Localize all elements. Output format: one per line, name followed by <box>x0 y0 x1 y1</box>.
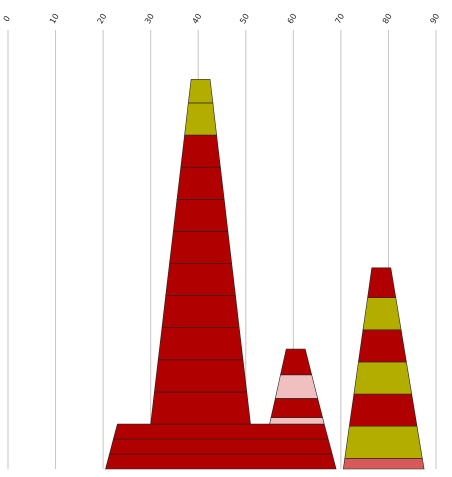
x-tick-label-70: 70 <box>333 12 346 25</box>
shape-3-segment-2 <box>270 398 323 418</box>
shape-2-segment-4 <box>161 295 240 329</box>
x-tick-label-40: 40 <box>191 12 204 25</box>
shape-4-segment-7 <box>367 267 397 299</box>
shape-2-segment-1 <box>150 391 251 425</box>
shape-4-segment-1 <box>342 457 425 470</box>
stack-shape-1 <box>105 423 337 470</box>
x-tick-label-30: 30 <box>143 12 156 25</box>
stack-shape-3 <box>269 348 325 425</box>
shape-3-segment-3 <box>274 374 319 399</box>
shape-2-segment-2 <box>154 359 248 393</box>
x-tick-label-50: 50 <box>238 12 251 25</box>
shape-2-segment-10 <box>184 102 217 136</box>
x-tick-labels: 0 10 20 30 40 50 60 70 80 90 <box>2 12 442 25</box>
shape-4-segment-3 <box>348 393 418 427</box>
stacked-shapes <box>105 79 425 470</box>
shape-4-segment-2 <box>344 425 423 459</box>
shape-2-segment-3 <box>157 327 244 361</box>
shape-2-segment-5 <box>165 263 236 296</box>
shape-1-segment-2 <box>109 438 333 455</box>
x-tick-label-60: 60 <box>286 12 299 25</box>
shape-2-segment-7 <box>172 199 229 232</box>
x-tick-label-20: 20 <box>96 12 109 25</box>
shape-2-segment-6 <box>169 231 233 264</box>
shape-2-segment-11 <box>187 79 214 104</box>
shape-1-segment-1 <box>105 453 337 470</box>
x-tick-label-80: 80 <box>381 12 394 25</box>
stack-shape-4 <box>342 267 425 470</box>
shape-4-segment-4 <box>353 361 413 395</box>
stack-shape-2 <box>150 79 251 425</box>
shape-2-segment-8 <box>176 166 225 200</box>
x-tick-label-10: 10 <box>48 12 61 25</box>
shape-3-segment-4 <box>280 348 313 376</box>
shape-2-segment-9 <box>180 134 221 168</box>
shape-3-segment-1 <box>269 417 325 425</box>
shape-4-segment-5 <box>358 329 407 363</box>
shape-1-segment-3 <box>113 423 329 440</box>
shape-4-segment-6 <box>362 297 402 331</box>
x-tick-label-0: 0 <box>2 14 12 23</box>
x-tick-label-90: 90 <box>428 12 441 25</box>
